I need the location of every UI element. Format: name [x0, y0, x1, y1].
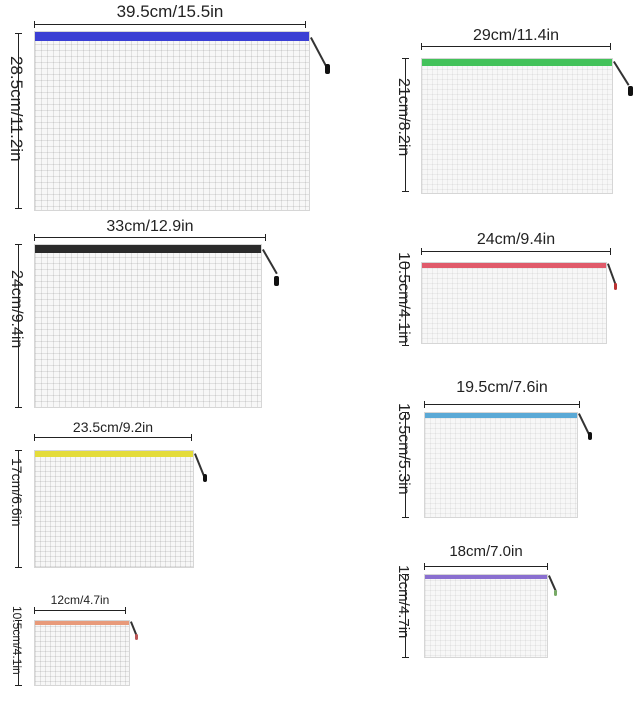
zipper-pull — [614, 283, 617, 290]
zipper-pull — [325, 64, 330, 74]
width-label: 19.5cm/7.6in — [456, 379, 548, 396]
width-label: 23.5cm/9.2in — [72, 419, 154, 435]
zipper — [425, 575, 547, 579]
zipper-cord — [262, 249, 278, 275]
mesh-pouch — [34, 450, 194, 568]
mesh-pouch — [424, 412, 578, 518]
zipper — [422, 59, 612, 66]
height-dimension-line — [15, 620, 22, 686]
width-label: 18cm/7.0in — [449, 543, 523, 560]
width-label: 39.5cm/15.5in — [116, 2, 224, 21]
zipper-cord — [194, 453, 205, 477]
height-dimension-line — [15, 450, 22, 568]
width-dimension-line — [34, 607, 126, 614]
width-dimension-line — [34, 434, 192, 441]
width-dimension-line — [421, 43, 611, 50]
height-label: 24cm/9.4in — [8, 270, 25, 349]
height-label: 21cm/8.2in — [395, 78, 412, 157]
mesh-pouch — [424, 574, 548, 658]
zipper-pull — [203, 474, 207, 482]
zipper — [422, 263, 606, 268]
zipper-pull — [135, 634, 138, 640]
width-dimension-line — [424, 563, 548, 570]
zipper-cord — [613, 60, 630, 86]
mesh-pouch — [421, 58, 613, 194]
height-dimension-line — [402, 574, 409, 658]
width-label: 12cm/4.7in — [50, 593, 110, 607]
width-dimension-line — [34, 234, 266, 241]
height-dimension-line — [402, 58, 409, 192]
mesh-pouch — [34, 620, 130, 686]
width-dimension-line — [424, 401, 580, 408]
height-label: 28.5cm/11.2in — [7, 56, 26, 162]
height-label: 17cm/6.6in — [9, 458, 25, 527]
zipper — [35, 451, 193, 457]
zipper-pull — [628, 86, 633, 96]
zipper — [35, 245, 261, 253]
zipper — [35, 32, 309, 41]
mesh-pouch — [34, 31, 310, 211]
height-label: 10.5cm/4.1in — [10, 606, 24, 675]
height-dimension-line — [402, 262, 409, 346]
zipper — [35, 621, 129, 625]
height-label: 12cm/4.7in — [395, 565, 412, 639]
zipper — [425, 413, 577, 418]
height-dimension-line — [15, 33, 22, 209]
width-label: 29cm/11.4in — [473, 27, 559, 44]
height-dimension-line — [15, 244, 22, 408]
width-label: 24cm/9.4in — [476, 231, 556, 248]
width-dimension-line — [34, 21, 306, 28]
height-label: 10.5cm/4.1in — [395, 252, 412, 344]
height-dimension-line — [402, 412, 409, 518]
width-dimension-line — [421, 248, 611, 255]
zipper-pull — [274, 276, 279, 286]
height-label: 13.5cm/5.3in — [395, 403, 412, 495]
mesh-pouch — [34, 244, 262, 408]
zipper-pull — [554, 590, 557, 596]
width-label: 33cm/12.9in — [106, 218, 194, 235]
zipper-pull — [588, 432, 592, 440]
mesh-pouch — [421, 262, 607, 344]
